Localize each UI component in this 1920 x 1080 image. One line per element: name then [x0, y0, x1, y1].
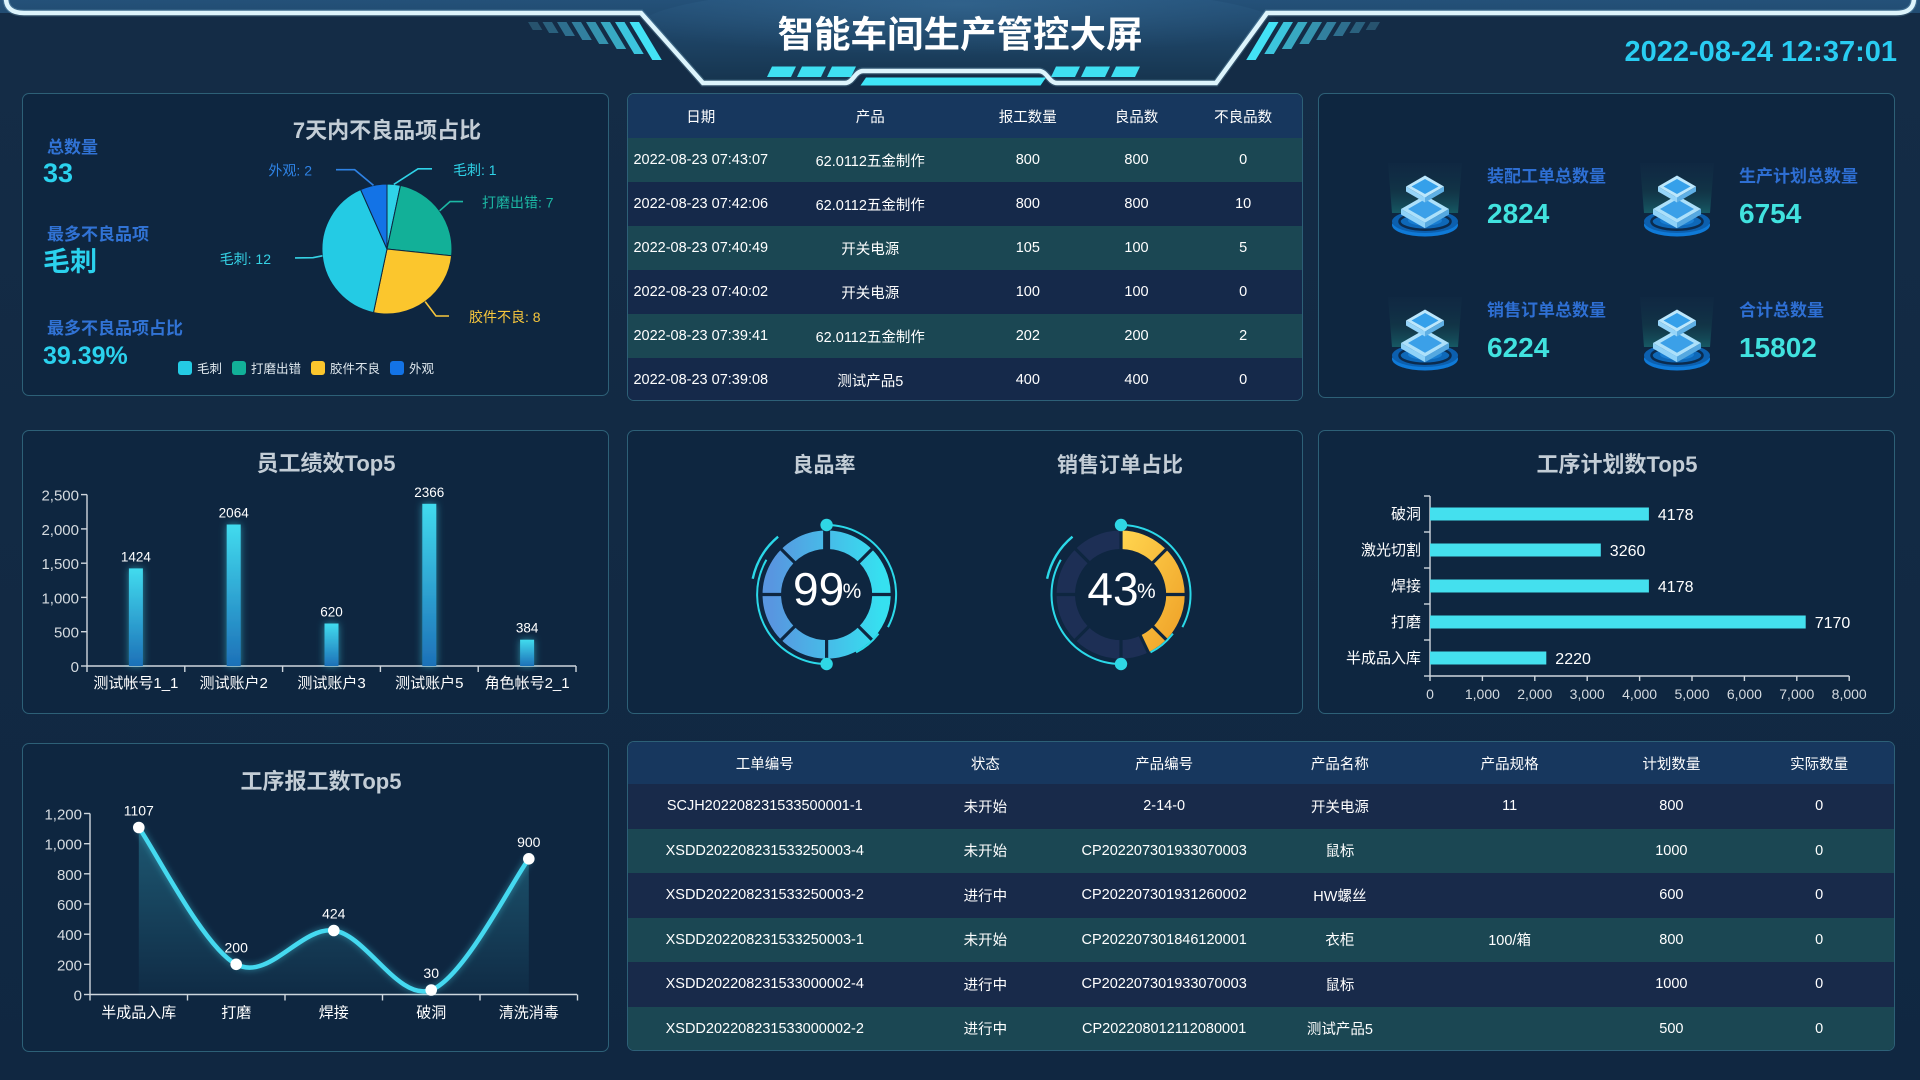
svg-text:胶件不良: 胶件不良 [330, 361, 380, 376]
svg-text:智能车间生产管控大屏: 智能车间生产管控大屏 [778, 14, 1143, 55]
svg-text:外观: 外观 [409, 362, 435, 376]
svg-text:1424: 1424 [121, 549, 152, 564]
svg-text:43: 43 [1087, 563, 1138, 615]
svg-text:384: 384 [516, 621, 539, 636]
svg-text:破洞: 破洞 [1391, 506, 1421, 523]
svg-text:角色帐号2_1: 角色帐号2_1 [485, 675, 570, 692]
svg-text:0: 0 [74, 988, 82, 1005]
svg-text:6,000: 6,000 [1727, 686, 1762, 702]
svg-text:3,000: 3,000 [1570, 686, 1605, 702]
svg-text:打磨出错: 打磨出错 [251, 362, 301, 376]
svg-text:1,000: 1,000 [44, 837, 82, 854]
svg-text:800: 800 [57, 867, 82, 884]
svg-text:500: 500 [54, 625, 79, 642]
svg-text:生产计划总数量: 生产计划总数量 [1739, 167, 1858, 186]
svg-text:600: 600 [57, 897, 82, 914]
svg-text:30: 30 [423, 965, 439, 981]
svg-text:破洞: 破洞 [416, 1005, 446, 1022]
svg-text:7天内不良品项占比: 7天内不良品项占比 [293, 118, 481, 143]
svg-text:3260: 3260 [1610, 543, 1646, 560]
svg-text:激光切割: 激光切割 [1361, 542, 1421, 559]
svg-text:%: % [1137, 580, 1156, 603]
svg-text:毛刺: 1: 毛刺: 1 [453, 162, 497, 178]
svg-text:2220: 2220 [1555, 651, 1591, 668]
svg-text:2,500: 2,500 [41, 488, 79, 505]
svg-text:900: 900 [517, 834, 541, 850]
svg-text:装配工单总数量: 装配工单总数量 [1487, 167, 1606, 186]
svg-text:测试帐号1_1: 测试帐号1_1 [93, 675, 178, 692]
svg-text:5,000: 5,000 [1674, 686, 1709, 702]
svg-text:15802: 15802 [1739, 332, 1817, 363]
svg-text:2064: 2064 [219, 506, 250, 521]
svg-text:销售订单总数量: 销售订单总数量 [1487, 301, 1606, 320]
svg-text:半成品入库: 半成品入库 [101, 1005, 176, 1022]
svg-text:2,000: 2,000 [41, 522, 79, 539]
svg-text:2,000: 2,000 [1517, 686, 1552, 702]
svg-text:620: 620 [320, 605, 343, 620]
svg-text:1,000: 1,000 [1465, 686, 1500, 702]
svg-text:4178: 4178 [1658, 579, 1694, 596]
svg-text:半成品入库: 半成品入库 [1346, 650, 1421, 667]
svg-text:毛刺: 毛刺 [197, 362, 222, 376]
svg-text:1,500: 1,500 [41, 556, 79, 573]
svg-text:毛刺: 12: 毛刺: 12 [220, 251, 272, 267]
svg-text:打磨出错: 7: 打磨出错: 7 [482, 195, 554, 211]
svg-text:2824: 2824 [1487, 198, 1550, 229]
svg-text:工序计划数Top5: 工序计划数Top5 [1537, 452, 1698, 477]
svg-text:清洗消毒: 清洗消毒 [499, 1005, 559, 1022]
svg-text:6754: 6754 [1739, 198, 1802, 229]
svg-text:焊接: 焊接 [319, 1005, 349, 1022]
svg-text:2022-08-24 12:37:01: 2022-08-24 12:37:01 [1625, 36, 1897, 68]
svg-text:0: 0 [1426, 686, 1434, 702]
svg-text:424: 424 [322, 906, 346, 922]
svg-text:6224: 6224 [1487, 332, 1550, 363]
svg-text:打磨: 打磨 [1391, 614, 1421, 631]
svg-text:打磨: 打磨 [221, 1005, 251, 1022]
svg-text:0: 0 [71, 659, 79, 676]
svg-text:工序报工数Top5: 工序报工数Top5 [241, 769, 402, 794]
svg-text:销售订单占比: 销售订单占比 [1057, 454, 1183, 477]
svg-text:4,000: 4,000 [1622, 686, 1657, 702]
svg-text:400: 400 [57, 927, 82, 944]
svg-text:99: 99 [793, 563, 844, 615]
svg-text:1107: 1107 [124, 803, 154, 819]
svg-text:员工绩效Top5: 员工绩效Top5 [257, 451, 396, 476]
svg-text:外观: 2: 外观: 2 [268, 163, 312, 179]
svg-text:7170: 7170 [1815, 615, 1851, 632]
svg-text:%: % [843, 580, 862, 603]
svg-text:合计总数量: 合计总数量 [1739, 300, 1824, 320]
svg-text:胶件不良: 8: 胶件不良: 8 [469, 309, 541, 325]
svg-text:1,200: 1,200 [44, 807, 82, 824]
svg-text:7,000: 7,000 [1779, 686, 1814, 702]
svg-text:8,000: 8,000 [1832, 686, 1867, 702]
svg-text:2366: 2366 [414, 485, 444, 500]
svg-text:测试账户3: 测试账户3 [297, 675, 365, 692]
svg-text:4178: 4178 [1658, 507, 1694, 524]
svg-text:测试账户2: 测试账户2 [200, 675, 268, 692]
svg-text:焊接: 焊接 [1391, 578, 1421, 595]
svg-text:1,000: 1,000 [41, 590, 79, 607]
svg-text:测试账户5: 测试账户5 [395, 675, 463, 692]
svg-text:200: 200 [57, 957, 82, 974]
svg-text:良品率: 良品率 [793, 453, 856, 477]
svg-text:200: 200 [225, 939, 249, 955]
